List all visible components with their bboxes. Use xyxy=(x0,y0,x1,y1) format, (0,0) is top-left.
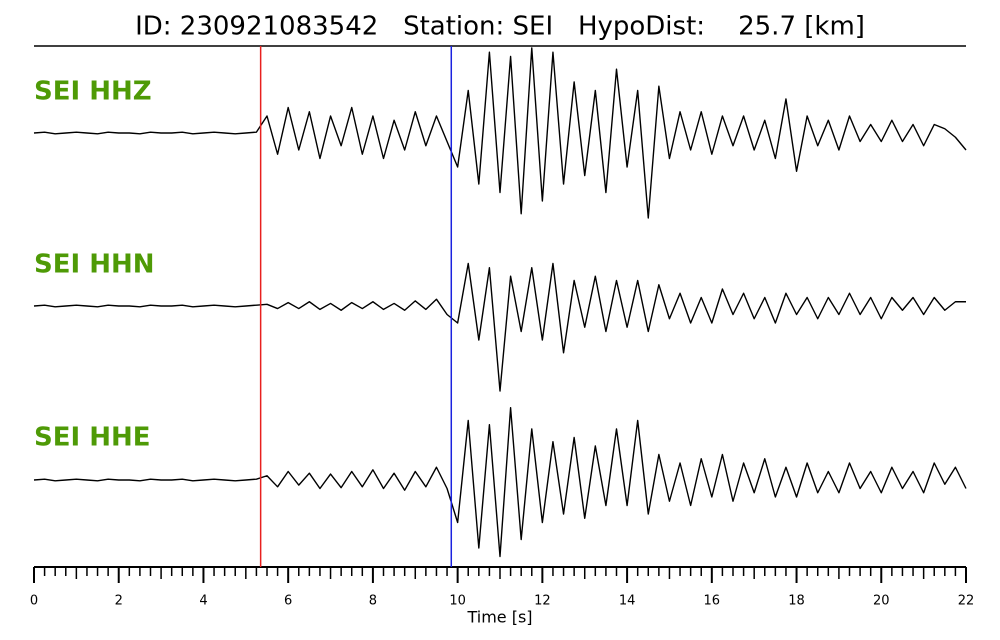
x-tick-label: 22 xyxy=(958,594,975,609)
waveform xyxy=(33,407,967,558)
chart-title: ID: 230921083542 Station: SEI HypoDist: … xyxy=(135,12,865,42)
trace-label: SEI HHE xyxy=(34,423,151,453)
x-tick-label: 12 xyxy=(534,594,551,609)
x-tick-label: 18 xyxy=(788,594,805,609)
x-axis-label: Time [s] xyxy=(466,608,532,627)
x-tick-label: 10 xyxy=(449,594,466,609)
x-tick-label: 20 xyxy=(873,594,890,609)
x-tick-label: 8 xyxy=(369,594,377,609)
waveform xyxy=(33,262,966,392)
x-tick-label: 14 xyxy=(619,594,636,609)
trace-label: SEI HHN xyxy=(34,250,155,280)
x-tick-label: 6 xyxy=(284,594,292,609)
x-tick-label: 16 xyxy=(704,594,721,609)
waveform xyxy=(33,47,967,219)
x-tick-label: 0 xyxy=(30,594,38,609)
x-tick-label: 2 xyxy=(115,594,123,609)
x-tick-label: 4 xyxy=(199,594,207,609)
trace-label: SEI HHZ xyxy=(34,77,152,107)
